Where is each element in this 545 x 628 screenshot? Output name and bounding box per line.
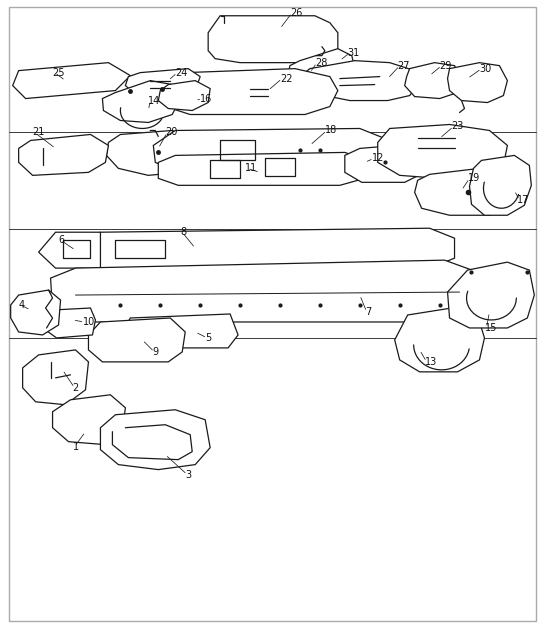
Polygon shape xyxy=(11,290,60,335)
Text: 12: 12 xyxy=(372,153,384,163)
Text: 11: 11 xyxy=(245,163,257,173)
Text: 9: 9 xyxy=(152,347,159,357)
Text: 20: 20 xyxy=(165,127,178,138)
Polygon shape xyxy=(125,68,200,100)
Polygon shape xyxy=(395,308,485,372)
Polygon shape xyxy=(404,63,462,99)
Text: 5: 5 xyxy=(205,333,211,343)
Text: 2: 2 xyxy=(72,383,79,392)
Text: 24: 24 xyxy=(175,68,187,78)
Polygon shape xyxy=(39,232,100,268)
Polygon shape xyxy=(100,409,210,470)
Polygon shape xyxy=(415,168,514,215)
Polygon shape xyxy=(23,350,88,405)
Text: 3: 3 xyxy=(185,470,191,480)
Text: 1: 1 xyxy=(72,441,78,452)
Text: 23: 23 xyxy=(452,121,464,131)
Text: 10: 10 xyxy=(82,317,95,327)
FancyBboxPatch shape xyxy=(9,7,536,621)
Text: 6: 6 xyxy=(58,236,65,245)
Text: 8: 8 xyxy=(180,227,186,237)
Polygon shape xyxy=(13,63,130,99)
Text: 4: 4 xyxy=(19,300,25,310)
Polygon shape xyxy=(288,49,355,85)
Polygon shape xyxy=(78,228,455,268)
Polygon shape xyxy=(118,314,238,348)
Text: 29: 29 xyxy=(440,61,452,70)
Polygon shape xyxy=(447,262,534,328)
Polygon shape xyxy=(447,63,507,102)
Text: 19: 19 xyxy=(468,173,480,183)
Polygon shape xyxy=(102,80,180,122)
Text: 18: 18 xyxy=(325,126,337,136)
Polygon shape xyxy=(106,131,195,175)
Text: 16: 16 xyxy=(200,94,213,104)
Text: 22: 22 xyxy=(280,73,293,84)
Polygon shape xyxy=(158,80,210,111)
Polygon shape xyxy=(51,260,480,322)
Polygon shape xyxy=(19,134,108,175)
Polygon shape xyxy=(158,68,338,114)
Polygon shape xyxy=(39,308,95,338)
Text: 15: 15 xyxy=(485,323,497,333)
Polygon shape xyxy=(378,124,507,178)
Polygon shape xyxy=(88,318,185,362)
Text: 21: 21 xyxy=(33,127,45,138)
Polygon shape xyxy=(158,153,368,185)
Text: 13: 13 xyxy=(425,357,437,367)
Polygon shape xyxy=(469,155,531,215)
Text: 31: 31 xyxy=(348,48,360,58)
Text: 25: 25 xyxy=(52,68,65,78)
Text: 30: 30 xyxy=(480,63,492,73)
Polygon shape xyxy=(208,16,338,63)
Polygon shape xyxy=(153,129,387,172)
Text: 26: 26 xyxy=(290,8,302,18)
Text: 7: 7 xyxy=(365,307,371,317)
Text: 27: 27 xyxy=(398,61,410,70)
Polygon shape xyxy=(52,395,125,445)
Polygon shape xyxy=(305,61,420,100)
Text: 14: 14 xyxy=(148,95,161,106)
Text: 17: 17 xyxy=(517,195,530,205)
Text: 28: 28 xyxy=(315,58,327,68)
Polygon shape xyxy=(345,144,428,182)
